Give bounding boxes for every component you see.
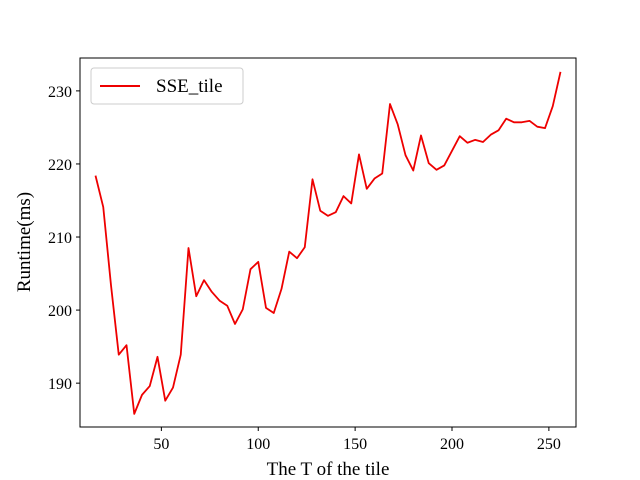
x-tick-label: 50 xyxy=(153,436,169,453)
y-tick-label: 200 xyxy=(48,303,72,320)
y-tick-label: 190 xyxy=(48,376,72,393)
y-tick-label: 220 xyxy=(48,157,72,174)
y-axis: 190 200 210 220 230 xyxy=(48,84,80,393)
x-tick-label: 100 xyxy=(246,436,270,453)
x-tick-label: 250 xyxy=(537,436,561,453)
series-layer xyxy=(94,71,562,415)
legend-label-sse-tile: SSE_tile xyxy=(156,76,223,97)
y-tick-label: 230 xyxy=(48,84,72,101)
legend: SSE_tile xyxy=(90,67,244,105)
x-axis-label: The T of the tile xyxy=(267,459,390,480)
plot-area xyxy=(79,57,577,428)
x-axis: 50 100 150 200 250 xyxy=(153,427,561,453)
y-axis-label: Runtime(ms) xyxy=(14,192,35,292)
y-tick-label: 210 xyxy=(48,230,72,247)
legend-frame xyxy=(90,67,244,105)
series-line-0 xyxy=(94,71,562,415)
x-tick-label: 150 xyxy=(343,436,367,453)
x-tick-label: 200 xyxy=(440,436,464,453)
